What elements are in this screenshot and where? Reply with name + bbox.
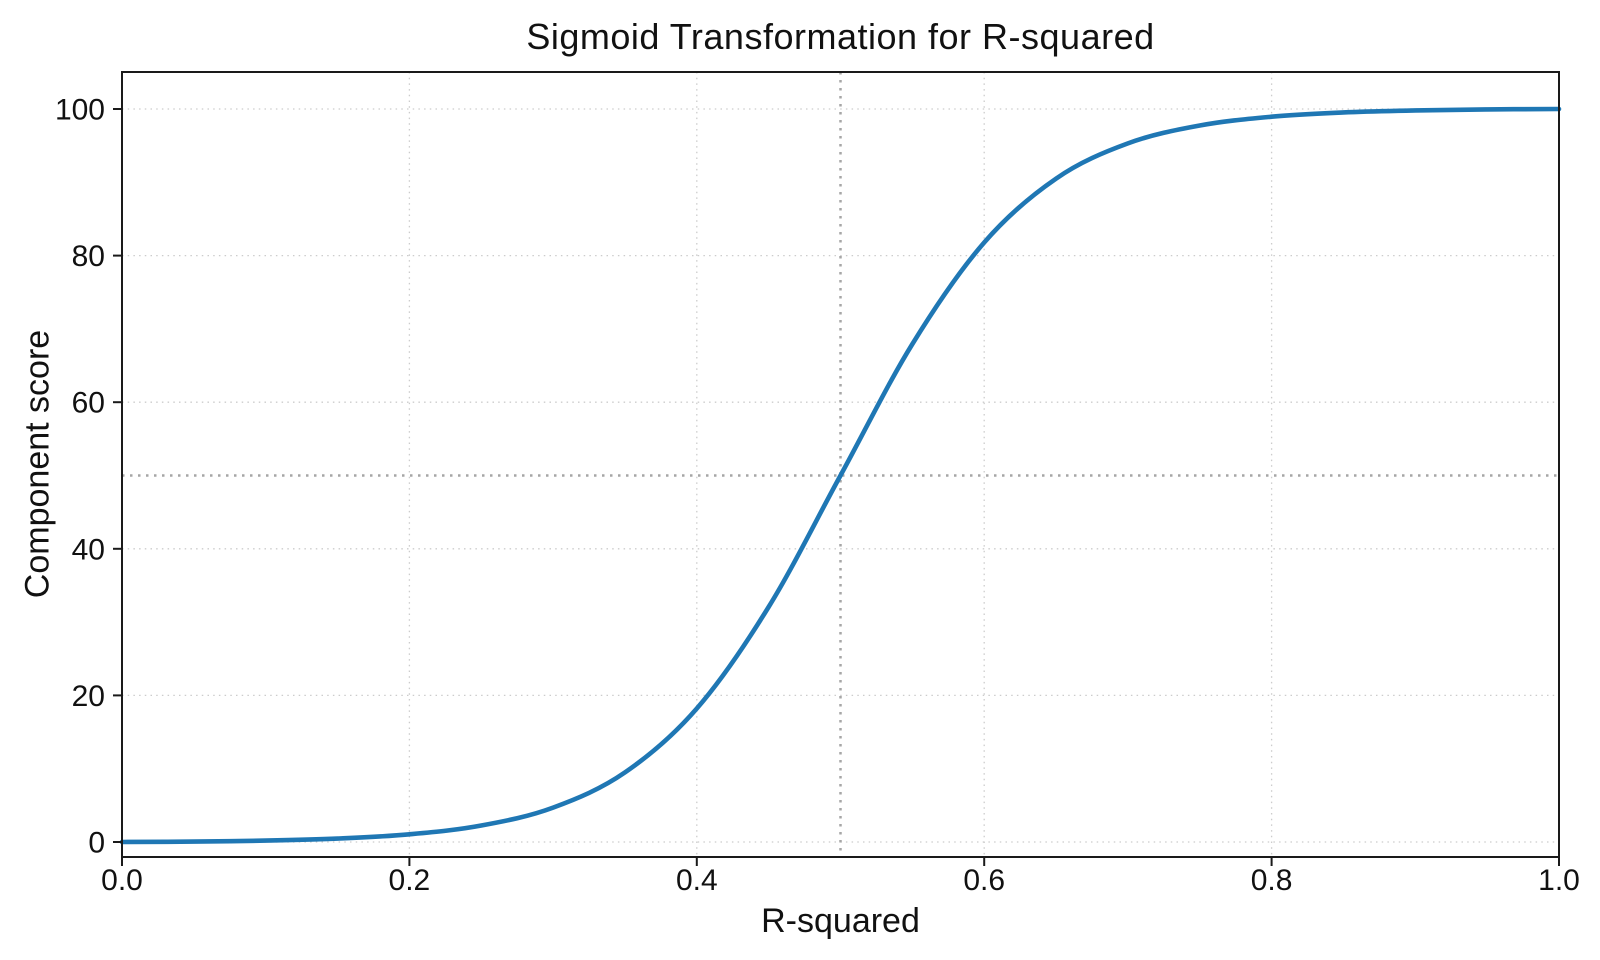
x-axis-label: R-squared	[761, 902, 920, 940]
y-tick-label: 80	[72, 240, 105, 273]
x-tick-label: 0.2	[389, 864, 431, 897]
x-tick-label: 0.8	[1251, 864, 1293, 897]
y-tick-label: 100	[55, 94, 105, 127]
x-tick-label: 1.0	[1538, 864, 1580, 897]
y-tick-label: 20	[72, 680, 105, 713]
x-tick-label: 0.6	[963, 864, 1005, 897]
y-tick-label: 60	[72, 387, 105, 420]
sigmoid-curve	[119, 106, 1562, 845]
x-tick-label: 0.0	[101, 864, 143, 897]
x-tick-label: 0.4	[676, 864, 718, 897]
chart-title: Sigmoid Transformation for R-squared	[526, 16, 1155, 57]
y-tick-label: 40	[72, 533, 105, 566]
plot-border	[121, 71, 1560, 858]
y-tick-label: 0	[88, 827, 105, 860]
